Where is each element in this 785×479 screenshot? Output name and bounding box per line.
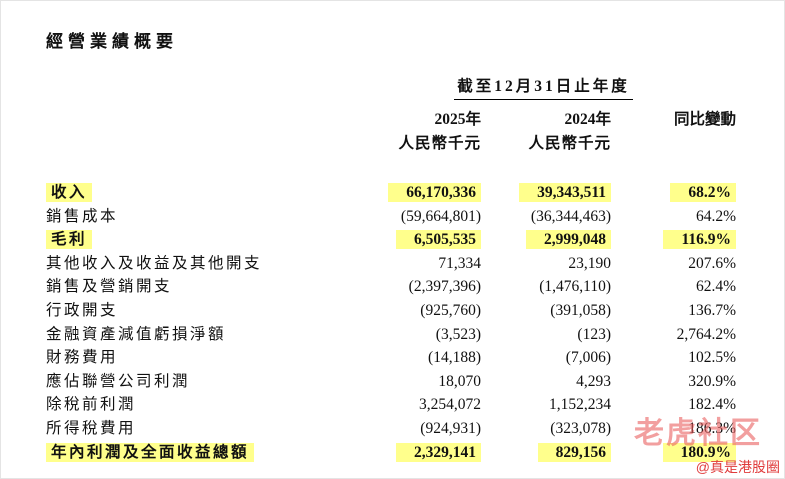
page-title: 經營業績概要 bbox=[46, 32, 178, 51]
row-value-change: 64.2% bbox=[695, 207, 736, 225]
row-value-2024: 23,190 bbox=[568, 254, 611, 272]
row-value-change: 116.9% bbox=[663, 230, 736, 250]
table-row: 銷售成本 (59,664,801) (36,344,463) 64.2% bbox=[46, 205, 736, 229]
row-value-2025: 3,254,072 bbox=[419, 396, 481, 414]
row-value-2024: 39,343,511 bbox=[519, 183, 611, 202]
row-value-change: 180.9% bbox=[662, 442, 736, 462]
row-value-change: 136.7% bbox=[688, 301, 736, 319]
column-header-2025: 2025年 bbox=[434, 111, 481, 128]
row-label: 金融資產減值虧損淨額 bbox=[46, 325, 227, 343]
performance-table: 截至12月31日止年度 2025年 2024年 同比變動 人民幣千元 人民幣千元… bbox=[46, 74, 736, 464]
row-label: 財務費用 bbox=[46, 349, 119, 367]
table-row: 金融資產減值虧損淨額 (3,523) (123) 2,764.2% bbox=[46, 323, 736, 347]
row-value-2024: (123) bbox=[577, 325, 611, 343]
table-row: 應佔聯營公司利潤 18,070 4,293 320.9% bbox=[46, 370, 736, 394]
table-row: 銷售及營銷開支 (2,397,396) (1,476,110) 62.4% bbox=[46, 275, 736, 299]
row-value-2025: 2,329,141 bbox=[396, 442, 481, 462]
row-label: 行政開支 bbox=[46, 301, 119, 319]
table-row: 年內利潤及全面收益總額 2,329,141 829,156 180.9% bbox=[46, 441, 736, 465]
row-value-2025: (2,397,396) bbox=[408, 278, 481, 296]
table-header-unit-row: 人民幣千元 人民幣千元 bbox=[46, 132, 736, 156]
table-row: 毛利 6,505,535 2,999,048 116.9% bbox=[46, 228, 736, 252]
column-unit-2024: 人民幣千元 bbox=[528, 135, 611, 152]
row-value-2025: (3,523) bbox=[435, 325, 481, 343]
row-value-2024: 1,152,234 bbox=[549, 396, 611, 414]
row-value-change: 2,764.2% bbox=[676, 325, 736, 343]
row-value-change: 102.5% bbox=[688, 349, 736, 367]
row-value-2024: 829,156 bbox=[537, 442, 611, 462]
period-header: 截至12月31日止年度 bbox=[454, 74, 633, 100]
table-row: 所得稅費用 (924,931) (323,078) 186.3% bbox=[46, 417, 736, 441]
row-label: 毛利 bbox=[46, 230, 93, 250]
row-value-change: 320.9% bbox=[688, 372, 736, 390]
row-value-2024: (1,476,110) bbox=[539, 278, 611, 296]
row-value-2025: (925,760) bbox=[420, 301, 481, 319]
row-value-2025: 71,334 bbox=[438, 254, 481, 272]
row-value-change: 182.4% bbox=[688, 396, 736, 414]
row-value-2024: (391,058) bbox=[550, 301, 611, 319]
row-value-2025: 18,070 bbox=[438, 372, 481, 390]
column-header-change: 同比變動 bbox=[673, 111, 736, 128]
row-value-change: 186.3% bbox=[688, 419, 736, 437]
column-header-2024: 2024年 bbox=[564, 111, 611, 128]
row-value-2024: (7,006) bbox=[565, 349, 611, 367]
row-label: 其他收入及收益及其他開支 bbox=[46, 254, 263, 272]
row-label: 收入 bbox=[46, 183, 93, 202]
row-label: 銷售成本 bbox=[46, 207, 119, 225]
row-value-2024: 2,999,048 bbox=[526, 230, 611, 250]
table-row: 除稅前利潤 3,254,072 1,152,234 182.4% bbox=[46, 393, 736, 417]
table-body: 收入 66,170,336 39,343,511 68.2% 銷售成本 (59,664,8… bbox=[46, 181, 736, 464]
row-value-2025: (59,664,801) bbox=[400, 207, 481, 225]
row-value-change: 62.4% bbox=[695, 278, 736, 296]
table-row: 其他收入及收益及其他開支 71,334 23,190 207.6% bbox=[46, 252, 736, 276]
row-label: 所得稅費用 bbox=[46, 419, 137, 437]
row-label: 銷售及營銷開支 bbox=[46, 278, 173, 296]
row-value-2024: (36,344,463) bbox=[530, 207, 611, 225]
column-unit-2025: 人民幣千元 bbox=[398, 135, 481, 152]
row-value-2025: (14,188) bbox=[428, 349, 481, 367]
row-label: 應佔聯營公司利潤 bbox=[46, 372, 191, 390]
table-header-year-row: 2025年 2024年 同比變動 bbox=[46, 108, 736, 132]
row-value-2025: (924,931) bbox=[420, 419, 481, 437]
row-value-2024: 4,293 bbox=[576, 372, 611, 390]
row-label: 年內利潤及全面收益總額 bbox=[46, 442, 255, 462]
row-label: 除稅前利潤 bbox=[46, 396, 137, 414]
row-value-change: 207.6% bbox=[688, 254, 736, 272]
row-value-change: 68.2% bbox=[670, 183, 736, 202]
table-row: 收入 66,170,336 39,343,511 68.2% bbox=[46, 181, 736, 205]
table-header: 截至12月31日止年度 2025年 2024年 同比變動 人民幣千元 人民幣千元 bbox=[46, 74, 736, 156]
table-row: 行政開支 (925,760) (391,058) 136.7% bbox=[46, 299, 736, 323]
row-value-2025: 6,505,535 bbox=[396, 230, 481, 250]
table-header-period-row: 截至12月31日止年度 bbox=[46, 74, 736, 100]
row-value-2024: (323,078) bbox=[550, 419, 611, 437]
row-value-2025: 66,170,336 bbox=[388, 183, 481, 202]
table-row: 財務費用 (14,188) (7,006) 102.5% bbox=[46, 346, 736, 370]
